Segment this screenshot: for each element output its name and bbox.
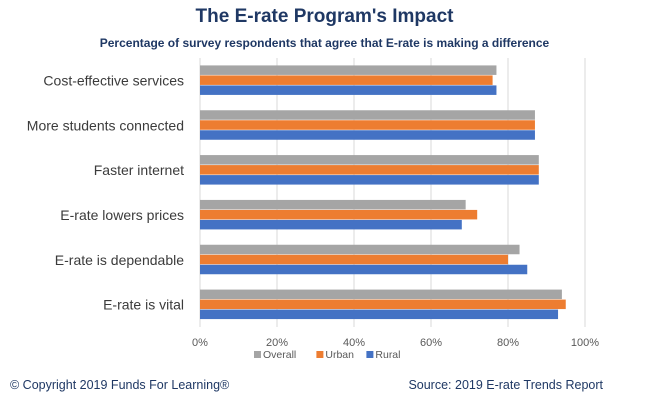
- bar-urban: [200, 120, 535, 130]
- source-text: Source: 2019 E-rate Trends Report: [408, 378, 603, 392]
- legend-label: Rural: [375, 349, 400, 361]
- bar-overall: [200, 65, 497, 75]
- legend-label: Urban: [325, 349, 354, 361]
- bar-overall: [200, 155, 539, 165]
- bar-overall: [200, 199, 466, 210]
- category-labels: Cost-effective services More students con…: [27, 72, 184, 312]
- bar-rural: [200, 309, 559, 320]
- category-label: E-rate is dependable: [55, 252, 184, 268]
- legend: Overall Urban Rural: [254, 349, 400, 361]
- bar-rural: [200, 130, 535, 140]
- bar-overall: [200, 289, 562, 300]
- x-tick-label: 60%: [420, 337, 442, 349]
- bar-rural: [200, 219, 462, 230]
- gridlines: [199, 58, 586, 327]
- bar-urban: [200, 209, 478, 220]
- legend-label: Overall: [263, 349, 296, 361]
- bar-rural: [200, 264, 528, 275]
- x-tick-label: 80%: [497, 337, 519, 349]
- x-tick-label: 40%: [343, 337, 365, 349]
- bar-rural: [200, 85, 497, 95]
- legend-swatch: [316, 351, 324, 358]
- x-tick-label: 20%: [266, 337, 288, 349]
- bars: [200, 65, 566, 320]
- x-tick-label: 0%: [192, 337, 208, 349]
- category-label: More students connected: [27, 117, 184, 133]
- bar-rural: [200, 175, 539, 185]
- bar-urban: [200, 299, 566, 310]
- legend-swatch: [254, 351, 261, 358]
- legend-swatch: [366, 351, 374, 358]
- category-label: E-rate lowers prices: [60, 207, 184, 223]
- bar-overall: [200, 244, 520, 255]
- category-label: Faster internet: [94, 162, 184, 178]
- bar-urban: [200, 75, 493, 85]
- bar-urban: [200, 254, 508, 265]
- x-tick-labels: 0% 20% 40% 60% 80% 100%: [192, 337, 599, 349]
- copyright-text: © Copyright 2019 Funds For Learning®: [10, 378, 230, 392]
- chart-subtitle: Percentage of survey respondents that ag…: [99, 36, 550, 50]
- x-tick-label: 100%: [571, 337, 599, 349]
- bar-urban: [200, 165, 539, 175]
- chart-title: The E-rate Program's Impact: [195, 6, 454, 27]
- bar-overall: [200, 110, 535, 120]
- category-label: E-rate is vital: [103, 297, 184, 313]
- category-label: Cost-effective services: [43, 72, 184, 88]
